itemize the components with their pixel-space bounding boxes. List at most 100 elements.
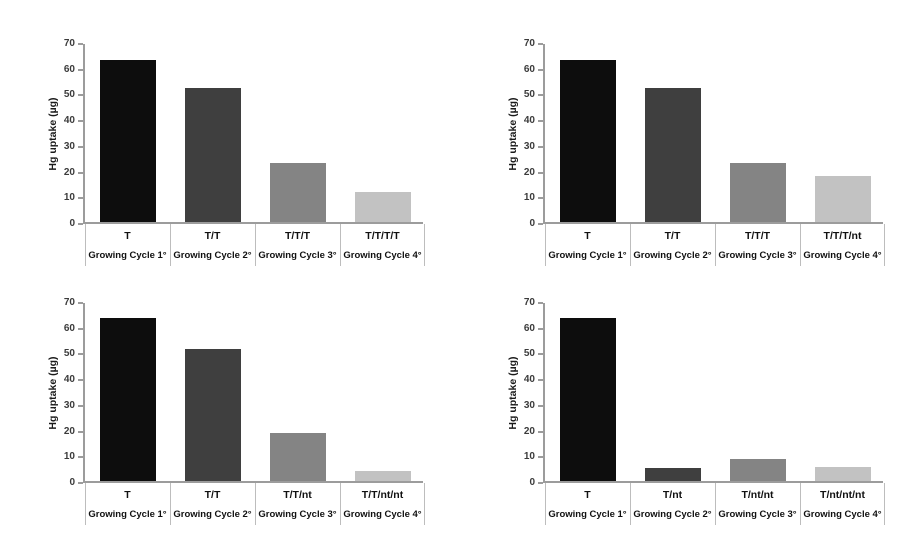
category-label: T/T/T/nt <box>823 230 862 242</box>
x-axis-labels: T Growing Cycle 1° T/T Growing Cycle 2° T/T/… <box>85 222 425 270</box>
y-tick-label: 20 <box>63 166 75 178</box>
y-tick-mark <box>538 94 543 97</box>
y-tick-label: 30 <box>523 140 535 152</box>
bar-T-T-T-nt <box>814 175 871 222</box>
y-tick-mark <box>538 353 543 356</box>
category-separator <box>715 224 716 266</box>
category-separator <box>255 224 256 266</box>
y-tick-mark <box>78 171 83 174</box>
category-separator <box>715 483 716 525</box>
y-tick-label: 20 <box>63 425 75 437</box>
y-tick-label: 50 <box>63 89 75 101</box>
group-label: Growing Cycle 3° <box>258 250 337 261</box>
y-tick-mark <box>78 43 83 45</box>
y-tick-label: 0 <box>69 218 75 229</box>
y-tick-label: 50 <box>63 348 75 360</box>
y-tick-label: 70 <box>523 297 535 308</box>
group-label: Growing Cycle 3° <box>718 250 797 261</box>
category-label: T <box>124 230 131 242</box>
y-tick-label: 70 <box>63 38 75 49</box>
category-separator <box>630 483 631 525</box>
bar-chart-panel: Hg uptake (µg) 0 10 20 30 40 50 60 70 T Growing … <box>496 273 900 535</box>
category-label: T/T/nt <box>283 489 312 501</box>
bar-T <box>559 317 616 481</box>
plot-area: 0 10 20 30 40 50 60 70 T Growing Cycle 1° T/nt Gro… <box>524 297 885 525</box>
y-tick-mark <box>538 120 543 123</box>
y-tick-mark <box>538 43 543 45</box>
bar-T-nt <box>644 468 701 481</box>
y-tick-label: 50 <box>523 89 535 101</box>
bar-T-T-T <box>729 162 786 222</box>
y-tick-mark <box>78 145 83 148</box>
y-tick-mark <box>538 456 543 459</box>
y-tick-label: 60 <box>63 322 75 334</box>
category-separator <box>545 483 546 525</box>
y-tick-mark <box>538 197 543 200</box>
y-tick-label: 10 <box>523 451 535 463</box>
y-tick-label: 40 <box>63 115 75 127</box>
y-tick-label: 10 <box>63 451 75 463</box>
x-axis-labels: T Growing Cycle 1° T/T Growing Cycle 2° T/T/… <box>545 222 885 270</box>
y-tick-mark <box>78 430 83 433</box>
category-separator <box>545 224 546 266</box>
y-tick-label: 30 <box>63 399 75 411</box>
bar-chart-panel: Hg uptake (µg) 0 10 20 30 40 50 60 70 T Growing … <box>496 14 900 276</box>
category-label: T/T <box>204 230 221 242</box>
plot-area: 0 10 20 30 40 50 60 70 T Growing Cycle 1° T/T Grow… <box>524 38 885 266</box>
y-tick-mark <box>538 482 543 484</box>
x-axis-labels: T Growing Cycle 1° T/T Growing Cycle 2° T/T/… <box>85 481 425 529</box>
y-tick-mark <box>78 223 83 225</box>
y-tick-label: 70 <box>523 38 535 49</box>
category-separator <box>170 224 171 266</box>
category-label: T <box>584 489 591 501</box>
category-separator <box>255 483 256 525</box>
bar-T-T-T <box>269 162 326 222</box>
category-label: T <box>584 230 591 242</box>
y-tick-label: 40 <box>63 374 75 386</box>
y-tick-label: 40 <box>523 115 535 127</box>
category-label: T/T/T <box>744 230 771 242</box>
y-tick-mark <box>538 302 543 304</box>
y-tick-label: 10 <box>63 192 75 204</box>
y-tick-label: 60 <box>523 322 535 334</box>
y-tick-mark <box>538 379 543 382</box>
bar-chart-panel: Hg uptake (µg) 0 10 20 30 40 50 60 70 T Growing … <box>36 14 456 276</box>
group-label: Growing Cycle 2° <box>173 250 252 261</box>
y-tick-label: 20 <box>523 425 535 437</box>
category-separator <box>340 483 341 525</box>
y-tick-mark <box>78 404 83 407</box>
y-tick-label: 30 <box>63 140 75 152</box>
category-label: T/T <box>204 489 221 501</box>
y-tick-label: 70 <box>63 297 75 308</box>
group-label: Growing Cycle 1° <box>548 509 627 520</box>
bar-T-nt-nt-nt <box>814 466 871 481</box>
group-label: Growing Cycle 1° <box>88 509 167 520</box>
bar-T <box>99 317 156 481</box>
category-separator <box>170 483 171 525</box>
category-separator <box>884 483 885 525</box>
bar-T-T <box>644 88 701 222</box>
plot-area: 0 10 20 30 40 50 60 70 T Growing Cycle 1° T/T Grow… <box>64 297 425 525</box>
y-tick-mark <box>78 379 83 382</box>
y-tick-mark <box>538 171 543 174</box>
bar-T <box>99 60 156 222</box>
y-tick-mark <box>78 353 83 356</box>
y-tick-label: 0 <box>69 477 75 488</box>
y-tick-label: 40 <box>523 374 535 386</box>
category-separator <box>630 224 631 266</box>
y-tick-label: 0 <box>529 218 535 229</box>
category-label: T/nt <box>662 489 683 501</box>
category-label: T/T/nt/nt <box>361 489 404 501</box>
y-tick-label: 20 <box>523 166 535 178</box>
y-tick-mark <box>538 145 543 148</box>
bar-T-T-nt <box>269 433 326 481</box>
category-label: T/nt/nt <box>741 489 774 501</box>
x-axis-labels: T Growing Cycle 1° T/nt Growing Cycle 2° T/n… <box>545 481 885 529</box>
bar-T-nt-nt <box>729 459 786 481</box>
category-separator <box>800 483 801 525</box>
y-tick-label: 10 <box>523 192 535 204</box>
group-label: Growing Cycle 4° <box>343 509 422 520</box>
category-separator <box>884 224 885 266</box>
group-label: Growing Cycle 2° <box>633 509 712 520</box>
